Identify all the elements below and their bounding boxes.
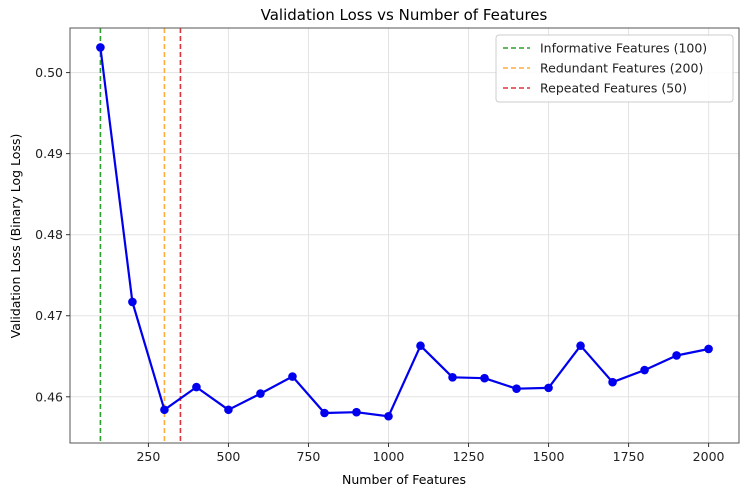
data-point-marker: [96, 43, 105, 52]
legend-label: Repeated Features (50): [540, 81, 687, 96]
legend: Informative Features (100) Redundant Fea…: [495, 34, 734, 103]
legend-item-repeated: Repeated Features (50): [503, 81, 687, 96]
data-point-marker: [320, 408, 329, 418]
data-point-marker: [192, 382, 201, 392]
data-point-marker: [416, 341, 425, 351]
data-point-marker: [640, 365, 649, 375]
y-tick-label: 0.47: [35, 308, 63, 323]
data-point-marker: [608, 377, 617, 387]
y-axis-ticks: 0.46 0.47 0.48 0.49 0.50: [35, 65, 70, 404]
data-point-marker: [672, 351, 681, 360]
data-point-marker: [704, 344, 713, 354]
y-tick-label: 0.46: [35, 389, 63, 404]
data-point-marker: [256, 389, 265, 398]
data-point-marker: [288, 372, 297, 381]
chart-title: Validation Loss vs Number of Features: [261, 6, 548, 24]
y-tick-label: 0.49: [35, 146, 63, 161]
data-point-marker: [160, 405, 169, 415]
data-series: [96, 43, 713, 421]
x-axis-label: Number of Features: [342, 472, 466, 487]
legend-item-informative: Informative Features (100): [503, 41, 707, 56]
y-tick-label: 0.48: [35, 227, 63, 242]
x-tick-label: 500: [217, 449, 241, 464]
x-tick-label: 1500: [533, 449, 565, 464]
data-point-marker: [480, 373, 489, 383]
x-tick-label: 1750: [613, 449, 645, 464]
x-tick-label: 250: [136, 449, 160, 464]
x-tick-label: 1250: [453, 449, 485, 464]
legend-label: Redundant Features (200): [540, 61, 703, 76]
data-point-marker: [384, 411, 393, 421]
data-point-marker: [544, 383, 553, 393]
data-point-marker: [448, 373, 457, 382]
data-point-marker: [128, 297, 137, 307]
legend-label: Informative Features (100): [540, 41, 707, 56]
legend-box: [495, 34, 734, 103]
x-tick-label: 1000: [373, 449, 405, 464]
reference-lines: [99, 28, 182, 443]
x-tick-label: 2000: [693, 449, 725, 464]
legend-item-redundant: Redundant Features (200): [503, 61, 703, 76]
y-axis-label: Validation Loss (Binary Log Loss): [8, 134, 23, 339]
data-point-marker: [352, 407, 361, 417]
series-line: [99, 47, 709, 418]
x-axis-ticks: 250 500 750 1000 1250 1500 1750 2000: [136, 443, 725, 464]
y-tick-label: 0.50: [35, 65, 63, 80]
data-point-marker: [576, 341, 585, 351]
plot-frame: [69, 27, 740, 444]
data-point-marker: [512, 384, 521, 393]
x-tick-label: 750: [297, 449, 321, 464]
data-point-marker: [224, 405, 233, 415]
